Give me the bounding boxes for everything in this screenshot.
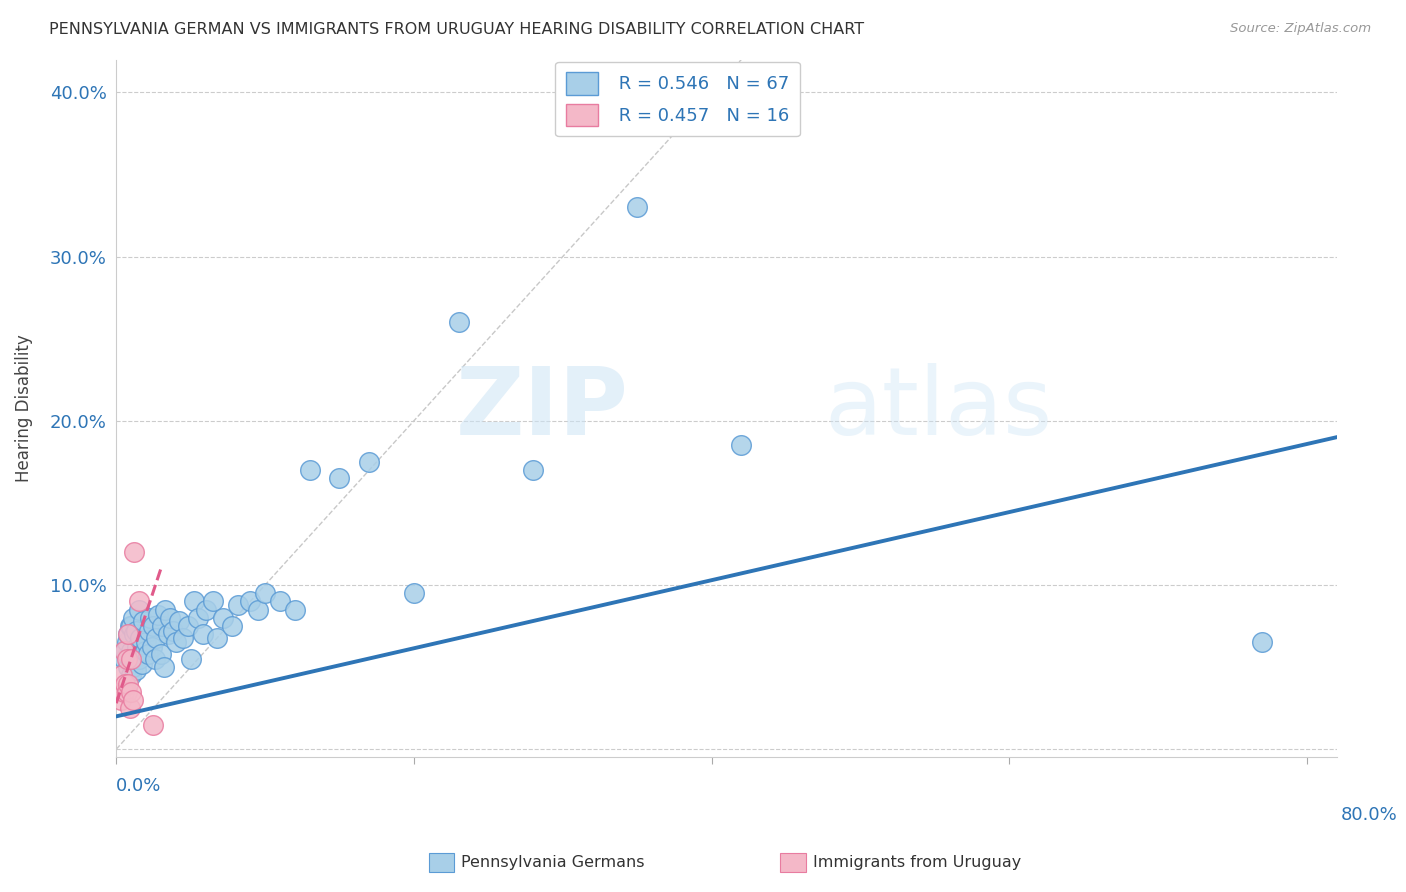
- Point: [120, 619, 142, 633]
- Point: [239, 594, 262, 608]
- Point: [246, 602, 269, 616]
- Point: [117, 676, 139, 690]
- Point: [155, 602, 177, 616]
- Point: [201, 594, 224, 608]
- Point: [120, 643, 142, 657]
- Point: [114, 643, 136, 657]
- Point: [122, 545, 145, 559]
- Point: [142, 717, 165, 731]
- Point: [191, 627, 214, 641]
- Point: [180, 652, 202, 666]
- Point: [118, 652, 141, 666]
- Point: [117, 627, 139, 641]
- Point: [145, 631, 167, 645]
- Point: [221, 619, 243, 633]
- Text: 0.0%: 0.0%: [117, 777, 162, 795]
- Point: [187, 611, 209, 625]
- Point: [141, 640, 163, 655]
- Point: [139, 611, 162, 625]
- Point: [402, 586, 425, 600]
- Point: [127, 640, 149, 655]
- Text: PENNSYLVANIA GERMAN VS IMMIGRANTS FROM URUGUAY HEARING DISABILITY CORRELATION CH: PENNSYLVANIA GERMAN VS IMMIGRANTS FROM U…: [49, 22, 865, 37]
- Point: [121, 693, 143, 707]
- Text: ZIP: ZIP: [456, 362, 628, 455]
- Point: [183, 594, 205, 608]
- Point: [142, 619, 165, 633]
- Point: [117, 660, 139, 674]
- Point: [146, 607, 169, 622]
- Point: [298, 463, 321, 477]
- Text: Pennsylvania Germans: Pennsylvania Germans: [461, 855, 645, 870]
- Point: [167, 614, 190, 628]
- Point: [172, 631, 194, 645]
- Point: [132, 614, 155, 628]
- Point: [153, 660, 176, 674]
- Point: [165, 635, 187, 649]
- Point: [112, 684, 135, 698]
- Point: [122, 627, 145, 641]
- Point: [128, 594, 150, 608]
- Point: [114, 676, 136, 690]
- Point: [359, 455, 381, 469]
- Point: [135, 635, 157, 649]
- Text: Source: ZipAtlas.com: Source: ZipAtlas.com: [1230, 22, 1371, 36]
- Point: [226, 598, 249, 612]
- Point: [143, 652, 166, 666]
- Point: [124, 624, 146, 638]
- Point: [194, 602, 217, 616]
- Point: [447, 315, 470, 329]
- Point: [118, 619, 141, 633]
- Point: [117, 627, 139, 641]
- Point: [138, 624, 160, 638]
- Point: [136, 647, 159, 661]
- Point: [157, 627, 180, 641]
- Point: [110, 693, 132, 707]
- Text: atlas: atlas: [824, 362, 1052, 455]
- Point: [121, 611, 143, 625]
- Point: [134, 643, 156, 657]
- Point: [111, 668, 134, 682]
- Point: [120, 652, 142, 666]
- Point: [112, 643, 135, 657]
- Point: [122, 652, 145, 666]
- Point: [120, 668, 142, 682]
- Point: [254, 586, 277, 600]
- Point: [128, 652, 150, 666]
- Point: [129, 631, 152, 645]
- Point: [115, 652, 138, 666]
- Point: [115, 684, 138, 698]
- Point: [112, 652, 135, 666]
- Point: [212, 611, 235, 625]
- Point: [730, 438, 752, 452]
- Point: [176, 619, 198, 633]
- Point: [522, 463, 544, 477]
- Point: [152, 619, 174, 633]
- Point: [115, 635, 138, 649]
- Point: [159, 611, 181, 625]
- Point: [121, 660, 143, 674]
- Point: [118, 701, 141, 715]
- Point: [149, 647, 172, 661]
- Point: [124, 664, 146, 678]
- Point: [284, 602, 307, 616]
- Point: [131, 657, 153, 671]
- Legend:  R = 0.546   N = 67,  R = 0.457   N = 16: R = 0.546 N = 67, R = 0.457 N = 16: [555, 62, 800, 136]
- Y-axis label: Hearing Disability: Hearing Disability: [15, 334, 32, 483]
- Point: [269, 594, 291, 608]
- Point: [128, 602, 150, 616]
- Point: [120, 684, 142, 698]
- Point: [207, 631, 229, 645]
- Point: [1251, 635, 1274, 649]
- Text: Immigrants from Uruguay: Immigrants from Uruguay: [813, 855, 1021, 870]
- Point: [328, 471, 350, 485]
- Text: 80.0%: 80.0%: [1341, 806, 1398, 824]
- Point: [162, 624, 184, 638]
- Point: [626, 200, 648, 214]
